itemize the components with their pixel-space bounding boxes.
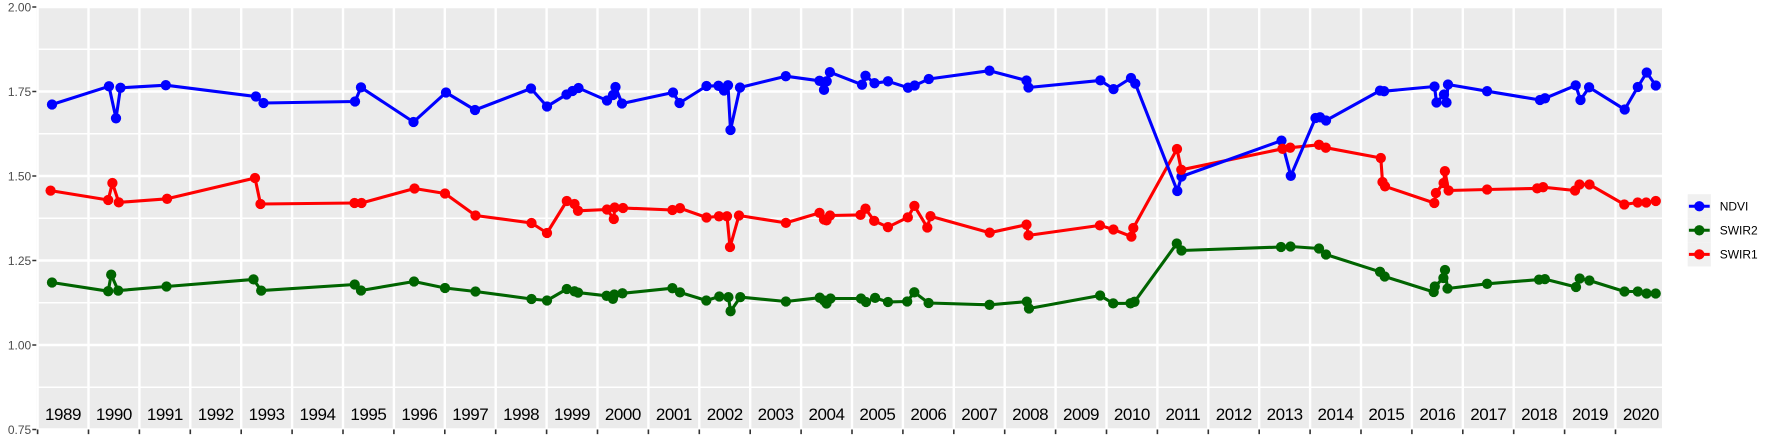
svg-text:2007: 2007 xyxy=(961,405,997,424)
svg-text:2006: 2006 xyxy=(910,405,946,424)
svg-text:SWIR1: SWIR1 xyxy=(1720,248,1758,262)
svg-text:1998: 1998 xyxy=(503,405,539,424)
svg-text:1995: 1995 xyxy=(350,405,386,424)
svg-text:0.75: 0.75 xyxy=(8,423,32,437)
svg-text:2017: 2017 xyxy=(1470,405,1506,424)
svg-text:1.50: 1.50 xyxy=(8,169,32,183)
svg-text:2019: 2019 xyxy=(1572,405,1608,424)
svg-text:2003: 2003 xyxy=(758,405,794,424)
svg-text:NDVI: NDVI xyxy=(1720,200,1749,214)
svg-text:SWIR2: SWIR2 xyxy=(1720,224,1758,238)
svg-text:1990: 1990 xyxy=(96,405,132,424)
svg-text:2004: 2004 xyxy=(809,405,845,424)
svg-text:1989: 1989 xyxy=(45,405,81,424)
svg-text:2015: 2015 xyxy=(1368,405,1404,424)
svg-text:2001: 2001 xyxy=(656,405,692,424)
svg-text:1999: 1999 xyxy=(554,405,590,424)
svg-text:2008: 2008 xyxy=(1012,405,1048,424)
svg-text:2002: 2002 xyxy=(707,405,743,424)
svg-text:2009: 2009 xyxy=(1063,405,1099,424)
svg-text:1.25: 1.25 xyxy=(8,254,32,268)
svg-text:2020: 2020 xyxy=(1623,405,1659,424)
svg-text:1.75: 1.75 xyxy=(8,85,32,99)
svg-text:1993: 1993 xyxy=(249,405,285,424)
svg-text:2018: 2018 xyxy=(1521,405,1557,424)
svg-text:2005: 2005 xyxy=(859,405,895,424)
svg-text:2016: 2016 xyxy=(1419,405,1455,424)
svg-text:1994: 1994 xyxy=(300,405,336,424)
svg-text:1997: 1997 xyxy=(452,405,488,424)
svg-text:2.00: 2.00 xyxy=(8,0,32,14)
svg-text:1991: 1991 xyxy=(147,405,183,424)
svg-text:1.00: 1.00 xyxy=(8,338,32,352)
svg-text:2012: 2012 xyxy=(1216,405,1252,424)
svg-text:2014: 2014 xyxy=(1318,405,1354,424)
svg-text:2000: 2000 xyxy=(605,405,641,424)
svg-text:2010: 2010 xyxy=(1114,405,1150,424)
svg-text:2011: 2011 xyxy=(1165,405,1200,424)
svg-text:2013: 2013 xyxy=(1267,405,1303,424)
svg-text:1992: 1992 xyxy=(198,405,234,424)
svg-text:1996: 1996 xyxy=(401,405,437,424)
